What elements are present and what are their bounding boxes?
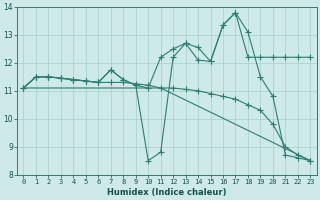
X-axis label: Humidex (Indice chaleur): Humidex (Indice chaleur) (107, 188, 227, 197)
